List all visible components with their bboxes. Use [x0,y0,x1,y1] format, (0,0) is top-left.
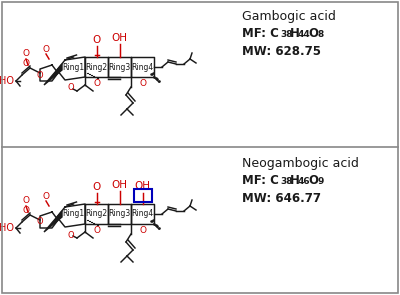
Polygon shape [44,211,62,232]
Text: HO: HO [0,223,14,233]
Text: Ring3: Ring3 [108,63,131,71]
Text: O: O [68,83,74,93]
Text: Ring3: Ring3 [108,209,131,219]
Text: Gambogic acid: Gambogic acid [242,10,336,23]
Text: MF: C: MF: C [242,27,279,40]
Text: O: O [93,79,100,88]
Text: O: O [22,49,30,58]
Text: Ring4: Ring4 [131,63,154,71]
Text: H: H [290,27,300,40]
Text: O: O [308,27,318,40]
Text: O: O [37,217,43,227]
Text: 46: 46 [298,177,311,186]
Text: O: O [92,182,101,192]
Text: H: H [290,174,300,187]
Text: 9: 9 [317,177,323,186]
Text: Ring2: Ring2 [86,63,108,71]
Text: O: O [308,174,318,187]
Text: MF: C: MF: C [242,174,279,187]
Text: Ring4: Ring4 [131,209,154,219]
Text: Ring1: Ring1 [62,63,84,71]
Text: O: O [42,192,50,201]
Text: O: O [139,79,146,88]
Text: Neogambogic acid: Neogambogic acid [242,157,359,170]
Text: O: O [37,71,43,79]
Text: O: O [42,45,50,54]
Text: O: O [22,206,30,215]
Text: Ring1: Ring1 [62,209,84,219]
Bar [134,189,152,202]
Text: HO: HO [0,76,14,86]
Text: 8: 8 [317,30,323,39]
Text: OH: OH [112,180,128,190]
Text: 38: 38 [280,30,292,39]
Text: O: O [68,230,74,240]
Text: O: O [92,35,101,45]
Text: O: O [139,226,146,235]
Text: O: O [93,226,100,235]
Text: 38: 38 [280,177,292,186]
Text: MW: 646.77: MW: 646.77 [242,192,321,205]
Text: MW: 628.75: MW: 628.75 [242,45,321,58]
Text: Ring2: Ring2 [86,209,108,219]
Text: O: O [22,196,30,205]
Text: OH: OH [134,181,150,191]
Text: OH: OH [112,33,128,43]
Text: O: O [22,59,30,68]
Polygon shape [44,64,62,85]
Text: 44: 44 [298,30,311,39]
